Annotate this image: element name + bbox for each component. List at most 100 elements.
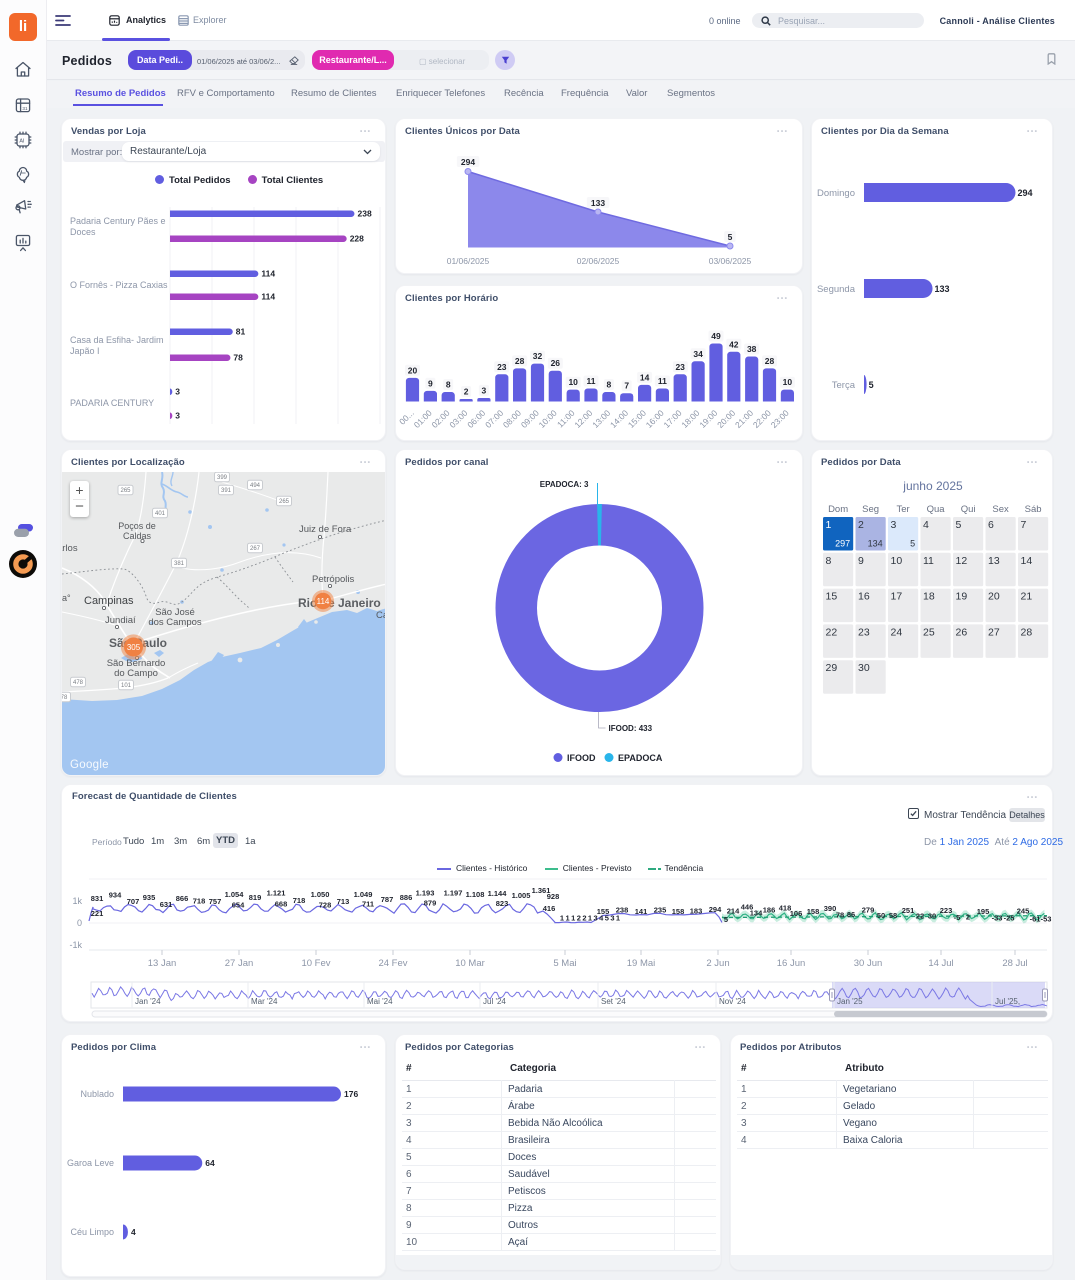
svg-text:12:00: 12:00 — [572, 408, 594, 430]
svg-text:23: 23 — [675, 362, 685, 372]
svg-text:787: 787 — [381, 895, 394, 904]
svg-text:267: 267 — [250, 546, 261, 552]
svg-text:11: 11 — [587, 376, 596, 386]
svg-text:10: 10 — [891, 555, 903, 567]
svg-text:18: 18 — [923, 591, 935, 603]
svg-text:78: 78 — [62, 695, 68, 701]
svg-text:Casa da Esfiha- Jardim: Casa da Esfiha- Jardim — [70, 335, 164, 345]
svg-text:25: 25 — [923, 626, 935, 638]
svg-text:297: 297 — [835, 539, 850, 549]
svg-text:13:00: 13:00 — [590, 408, 612, 430]
svg-text:3: 3 — [175, 411, 180, 421]
svg-text:5: 5 — [605, 914, 609, 923]
svg-text:30: 30 — [858, 662, 870, 674]
svg-text:631: 631 — [160, 900, 173, 909]
svg-text:1.054: 1.054 — [225, 890, 245, 899]
svg-text:183: 183 — [690, 907, 703, 916]
svg-text:1.049: 1.049 — [354, 890, 373, 899]
svg-text:01/06/2025: 01/06/2025 — [447, 256, 490, 266]
svg-text:Jan '24: Jan '24 — [135, 997, 161, 1006]
svg-text:5 Mai: 5 Mai — [553, 958, 576, 969]
svg-text:9: 9 — [858, 555, 864, 567]
svg-text:294: 294 — [709, 905, 722, 914]
svg-text:1: 1 — [616, 914, 620, 923]
svg-text:Ter: Ter — [896, 504, 909, 515]
svg-text:Céu Limpo: Céu Limpo — [70, 1227, 114, 1237]
svg-text:494: 494 — [250, 483, 261, 489]
svg-text:Nublado: Nublado — [80, 1089, 114, 1099]
svg-text:O Fornês - Pizza Caxias: O Fornês - Pizza Caxias — [70, 280, 168, 290]
svg-text:294: 294 — [461, 157, 475, 167]
svg-text:16:00: 16:00 — [644, 408, 666, 430]
svg-text:1.050: 1.050 — [311, 890, 330, 899]
svg-text:2: 2 — [858, 519, 864, 531]
svg-text:14 Jul: 14 Jul — [928, 958, 953, 969]
svg-text:223: 223 — [940, 906, 953, 915]
svg-text:10:00: 10:00 — [537, 408, 559, 430]
svg-text:934: 934 — [109, 891, 122, 900]
svg-text:Domingo: Domingo — [817, 188, 855, 199]
svg-text:Set '24: Set '24 — [601, 997, 626, 1006]
svg-text:1: 1 — [560, 914, 564, 923]
svg-text:9: 9 — [428, 378, 433, 388]
svg-text:03/06/2025: 03/06/2025 — [709, 256, 752, 266]
svg-text:24 Fev: 24 Fev — [378, 958, 407, 969]
svg-text:214: 214 — [727, 907, 740, 916]
svg-text:418: 418 — [779, 903, 792, 912]
svg-text:757: 757 — [209, 897, 222, 906]
svg-text:20: 20 — [988, 591, 1000, 603]
svg-text:Seg: Seg — [862, 504, 879, 515]
svg-text:Jul '24: Jul '24 — [483, 997, 506, 1006]
svg-text:7: 7 — [1021, 519, 1027, 531]
svg-text:446: 446 — [741, 903, 754, 912]
svg-text:235: 235 — [654, 905, 667, 914]
svg-text:Qui: Qui — [961, 504, 976, 515]
svg-text:Padaria Century Pães e: Padaria Century Pães e — [70, 216, 166, 226]
svg-text:19:00: 19:00 — [697, 408, 719, 430]
svg-text:14:00: 14:00 — [608, 408, 630, 430]
svg-text:32: 32 — [533, 351, 543, 361]
svg-text:2: 2 — [966, 912, 970, 921]
svg-text:668: 668 — [275, 900, 288, 909]
svg-text:Japão I: Japão I — [70, 346, 100, 356]
svg-text:IFOOD: IFOOD — [567, 753, 596, 763]
svg-text:3: 3 — [610, 914, 614, 923]
svg-text:228: 228 — [350, 234, 364, 244]
svg-text:928: 928 — [547, 892, 560, 901]
svg-text:27: 27 — [988, 626, 1000, 638]
svg-text:EPADOCA: EPADOCA — [618, 753, 663, 763]
svg-text:1: 1 — [571, 914, 575, 923]
svg-text:31: 31 — [22, 106, 28, 111]
svg-text:1.144: 1.144 — [488, 889, 508, 898]
svg-text:221: 221 — [91, 909, 104, 918]
svg-text:391: 391 — [221, 488, 232, 494]
svg-text:4: 4 — [923, 519, 929, 531]
svg-text:26: 26 — [956, 626, 968, 638]
svg-text:42: 42 — [729, 339, 739, 349]
svg-text:22: 22 — [916, 911, 924, 920]
svg-text:238: 238 — [358, 209, 372, 219]
svg-text:3: 3 — [175, 387, 180, 397]
svg-text:3: 3 — [482, 385, 487, 395]
svg-text:401: 401 — [155, 511, 166, 517]
svg-text:713: 713 — [337, 897, 350, 906]
svg-text:11:00: 11:00 — [555, 408, 577, 430]
svg-text:935: 935 — [143, 893, 156, 902]
svg-text:114: 114 — [261, 292, 275, 302]
svg-text:3: 3 — [594, 914, 598, 923]
svg-text:1.361: 1.361 — [532, 886, 551, 895]
svg-text:14: 14 — [1021, 555, 1033, 567]
svg-text:PADARIA CENTURY: PADARIA CENTURY — [70, 398, 154, 408]
svg-text:2: 2 — [577, 914, 581, 923]
svg-text:186: 186 — [763, 906, 776, 915]
svg-text:28: 28 — [765, 356, 775, 366]
svg-text:265: 265 — [120, 488, 131, 494]
svg-text:879: 879 — [424, 899, 437, 908]
svg-text:711: 711 — [362, 900, 374, 909]
svg-text:707: 707 — [127, 897, 140, 906]
svg-text:81: 81 — [236, 327, 246, 337]
svg-text:478: 478 — [73, 680, 84, 686]
svg-text:18:00: 18:00 — [679, 408, 701, 430]
svg-text:Dom: Dom — [828, 504, 848, 515]
svg-text:13 Jan: 13 Jan — [148, 958, 177, 969]
